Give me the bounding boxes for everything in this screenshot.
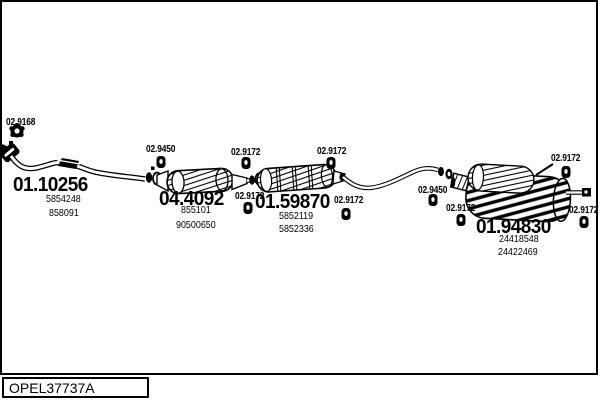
hanger-ref-label: 02.9172 [334, 194, 364, 206]
rubber-hanger-icon [579, 216, 589, 228]
part-number: 90500650 [176, 219, 216, 231]
part-number: 24418548 [499, 233, 539, 245]
rubber-hanger-icon [156, 156, 166, 168]
front-pipe-drawing [0, 143, 146, 182]
center-muffler-drawing [256, 163, 346, 193]
intermediate-pipe-drawing [341, 166, 456, 191]
rubber-hanger-icon [456, 214, 466, 226]
part-number: 24422469 [498, 246, 538, 258]
rubber-hanger-icon [243, 202, 253, 214]
hanger-ref-label: 02.9172 [231, 146, 261, 158]
hanger-ref-label: 02.9450 [418, 184, 448, 196]
hanger-ref-label: 02.9172 [569, 204, 599, 216]
hanger-ref-label: 02.9172 [317, 145, 347, 157]
part-number: 5852119 [279, 210, 314, 222]
part-number: 5852336 [279, 223, 314, 235]
hanger-ref-label: 02.9172 [446, 202, 476, 214]
gasket-ref-label: 02.9168 [6, 116, 36, 128]
section-ref-center-muffler: 01.59870 [255, 191, 330, 213]
part-number: 5854248 [46, 193, 81, 205]
rubber-hanger-icon [561, 166, 571, 178]
part-number: 855101 [181, 204, 211, 216]
section-ref-front-pipe: 01.10256 [13, 174, 88, 196]
section-ref-catalyst: 04.4092 [159, 188, 224, 210]
exhaust-system-drawing [0, 123, 591, 228]
diagram-border-frame [0, 0, 598, 375]
rubber-hanger-icon [326, 157, 336, 169]
diagram-code: OPEL37737A [9, 379, 95, 396]
part-number: 858091 [49, 207, 79, 219]
mount-point-marker [9, 141, 13, 145]
flange-gasket-icon [9, 123, 25, 138]
rear-muffler-drawing [449, 163, 591, 223]
rubber-hanger-icon [241, 157, 251, 169]
hanger-ref-label: 02.9172 [235, 190, 265, 202]
hanger-ref-label: 02.9450 [146, 143, 176, 155]
hanger-ref-label: 02.9172 [551, 152, 581, 164]
catalytic-converter-drawing [156, 167, 264, 195]
diagram-code-box: OPEL37737A [2, 377, 149, 398]
rubber-hanger-icon [341, 208, 351, 220]
section-ref-rear-muffler: 01.94830 [476, 216, 551, 238]
